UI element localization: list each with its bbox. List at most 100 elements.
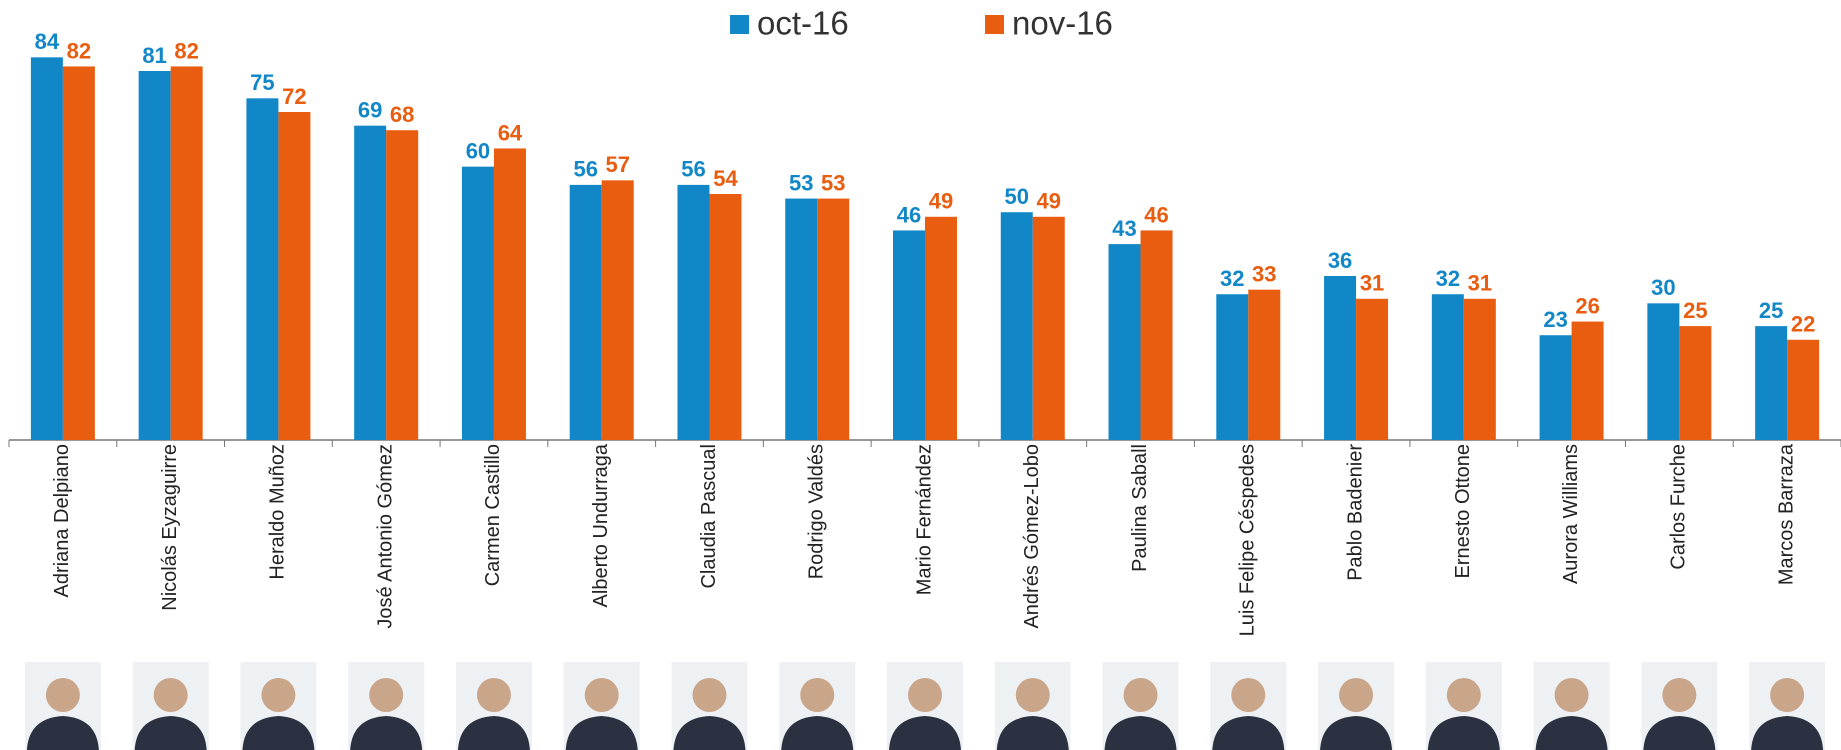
value-label: 82 [174, 38, 198, 63]
x-tick-label: Claudia Pascual [698, 444, 720, 589]
value-label: 56 [681, 157, 705, 182]
bar [1033, 217, 1065, 440]
bar [1540, 335, 1572, 440]
bar [1464, 299, 1496, 440]
bar [278, 112, 310, 440]
portrait [1749, 662, 1825, 750]
portrait [25, 662, 101, 750]
bar [677, 185, 709, 440]
value-label: 49 [1037, 189, 1061, 214]
bar [246, 98, 278, 440]
bar [494, 148, 526, 440]
value-label: 68 [390, 102, 414, 127]
value-label: 26 [1575, 293, 1599, 318]
legend-label: nov-16 [1012, 5, 1113, 42]
x-tick-label: Rodrigo Valdés [806, 444, 828, 579]
portrait-head [1555, 678, 1589, 712]
bar [1356, 299, 1388, 440]
legend-label: oct-16 [757, 5, 849, 42]
portrait-head [1231, 678, 1265, 712]
bar [1787, 340, 1819, 440]
bar [171, 66, 203, 440]
bar [785, 199, 817, 440]
portrait [1103, 662, 1179, 750]
portrait-head [369, 678, 403, 712]
value-label: 30 [1651, 275, 1675, 300]
x-tick-label: Luis Felipe Céspedes [1237, 444, 1259, 636]
value-label: 53 [789, 170, 813, 195]
bar [1324, 276, 1356, 440]
portrait [671, 662, 747, 750]
x-tick-label: Pablo Badenier [1344, 444, 1366, 581]
portrait [240, 662, 316, 750]
value-label: 49 [929, 189, 953, 214]
portrait-head [261, 678, 295, 712]
x-tick-label: Carlos Furche [1668, 444, 1690, 570]
x-tick-label: Marcos Barraza [1775, 443, 1797, 585]
portrait-head [908, 678, 942, 712]
portrait-head [154, 678, 188, 712]
portrait-head [800, 678, 834, 712]
portrait [348, 662, 424, 750]
x-tick-label: Ernesto Ottone [1452, 444, 1474, 579]
value-label: 75 [250, 70, 274, 95]
bar [386, 130, 418, 440]
x-tick-label: Nicolás Eyzaguirre [159, 444, 181, 611]
portrait [887, 662, 963, 750]
portrait-head [46, 678, 80, 712]
x-tick-label: Alberto Undurraga [590, 443, 612, 607]
bar [570, 185, 602, 440]
bar [1109, 244, 1141, 440]
bar [1647, 303, 1679, 440]
bar [31, 57, 63, 440]
value-label: 64 [498, 120, 523, 145]
value-label: 31 [1360, 271, 1384, 296]
x-tick-label: Carmen Castillo [482, 444, 504, 586]
bar [139, 71, 171, 440]
value-label: 72 [282, 84, 306, 109]
value-label: 82 [67, 38, 91, 63]
value-label: 25 [1683, 298, 1707, 323]
portrait-head [477, 678, 511, 712]
value-label: 46 [1144, 202, 1168, 227]
bar [354, 126, 386, 440]
portrait [1318, 662, 1394, 750]
value-label: 33 [1252, 261, 1276, 286]
value-label: 31 [1468, 271, 1492, 296]
value-label: 57 [605, 152, 629, 177]
legend-swatch [985, 15, 1004, 34]
portrait [564, 662, 640, 750]
portrait [1641, 662, 1717, 750]
value-label: 84 [35, 29, 60, 54]
x-tick-label: Heraldo Muñoz [267, 444, 289, 580]
value-label: 56 [573, 157, 597, 182]
portrait-head [1016, 678, 1050, 712]
bar [63, 66, 95, 440]
value-label: 54 [713, 166, 738, 191]
portrait [133, 662, 209, 750]
value-label: 32 [1436, 266, 1460, 291]
bar [1679, 326, 1711, 440]
x-tick-label: Aurora Williams [1560, 444, 1582, 584]
value-label: 22 [1791, 312, 1815, 337]
bar [1432, 294, 1464, 440]
portrait-head [1339, 678, 1373, 712]
value-label: 32 [1220, 266, 1244, 291]
legend-swatch [730, 15, 749, 34]
value-label: 25 [1759, 298, 1783, 323]
bar [893, 230, 925, 440]
x-tick-label: Paulina Saball [1129, 444, 1151, 572]
value-label: 36 [1328, 248, 1352, 273]
value-label: 46 [897, 202, 921, 227]
value-label: 43 [1112, 216, 1136, 241]
bar [1001, 212, 1033, 440]
bar [1216, 294, 1248, 440]
portrait-head [692, 678, 726, 712]
portrait [995, 662, 1071, 750]
bar [817, 199, 849, 440]
portrait [1210, 662, 1286, 750]
value-label: 60 [466, 138, 490, 163]
bar [1248, 290, 1280, 440]
portrait-head [1662, 678, 1696, 712]
portrait-head [1124, 678, 1158, 712]
